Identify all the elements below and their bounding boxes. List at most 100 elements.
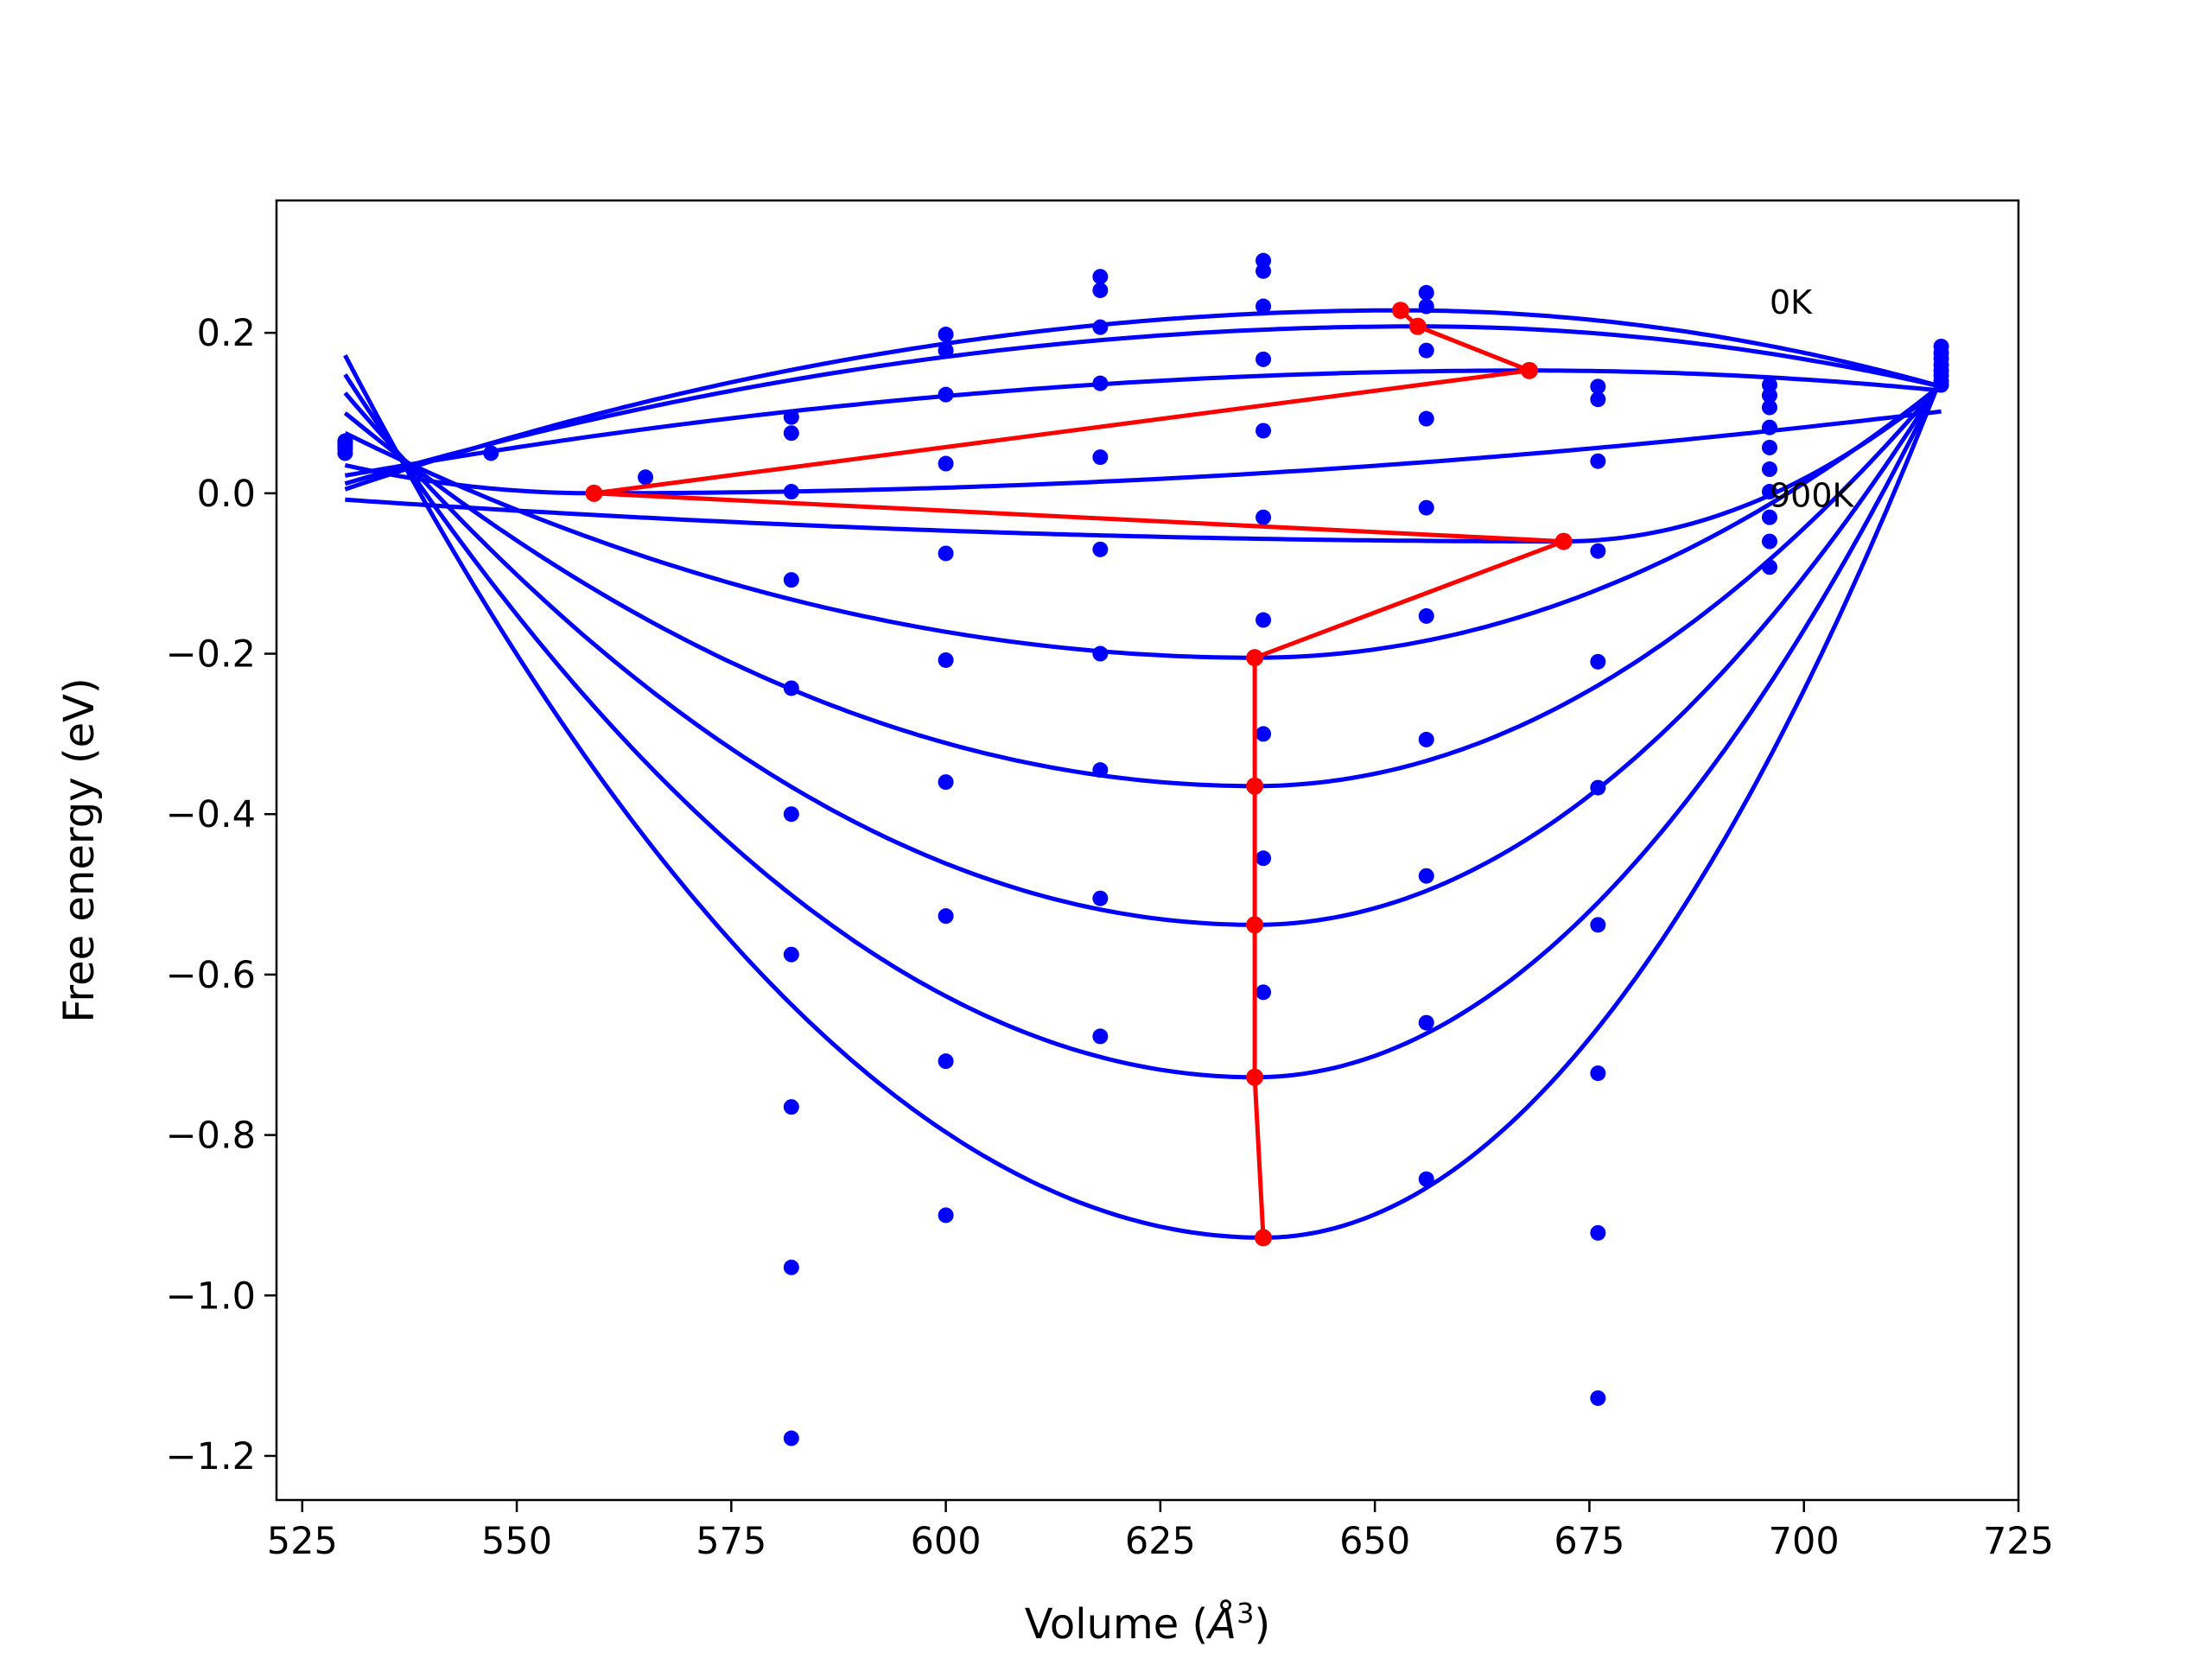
data-point-7-5 xyxy=(1418,607,1434,624)
data-point-4-3 xyxy=(938,455,954,472)
data-point-4-6 xyxy=(938,774,954,791)
fit-curve-1 xyxy=(344,324,1942,486)
data-point-7-0 xyxy=(1418,284,1434,301)
equilibrium-point-8 xyxy=(1246,1068,1264,1086)
plot-frame xyxy=(275,199,2020,1502)
data-point-3-3 xyxy=(783,572,799,588)
data-point-7-1 xyxy=(1418,298,1434,315)
data-point-6-1 xyxy=(1255,263,1272,279)
data-point-5-9 xyxy=(1092,1028,1109,1045)
data-point-5-7 xyxy=(1092,762,1109,779)
data-point-8-6 xyxy=(1590,917,1606,933)
data-point-7-7 xyxy=(1418,868,1434,884)
x-axis-label: Volume (Å3) xyxy=(1025,1597,1270,1649)
equilibrium-line xyxy=(594,308,1565,1238)
annotations: 0K 900K xyxy=(1770,283,1855,515)
data-point-5-4 xyxy=(1092,449,1109,466)
data-point-3-7 xyxy=(783,1099,799,1116)
data-point-8-4 xyxy=(1590,653,1606,670)
data-points xyxy=(337,252,1949,1446)
data-point-5-6 xyxy=(1092,645,1109,662)
data-point-9-1 xyxy=(1762,387,1777,404)
data-point-5-1 xyxy=(1092,282,1109,298)
equilibrium-point-6 xyxy=(1246,777,1264,795)
x-tick-label-1: 550 xyxy=(481,1520,552,1563)
y-tick-label-3: −0.4 xyxy=(166,793,256,836)
data-point-4-0 xyxy=(938,327,954,343)
data-point-9-9 xyxy=(1762,559,1777,575)
data-point-3-2 xyxy=(783,484,799,500)
fit-curve-2 xyxy=(344,368,1942,478)
fit-curve-4 xyxy=(345,385,1943,544)
y-tick-label-5: −0.8 xyxy=(166,1115,256,1158)
data-point-9-2 xyxy=(1762,399,1777,416)
x-tick-label-0: 525 xyxy=(267,1520,338,1563)
data-point-4-7 xyxy=(938,908,954,925)
equilibrium-point-3 xyxy=(585,484,603,502)
data-point-4-1 xyxy=(938,342,954,359)
x-tick-label-4: 625 xyxy=(1125,1520,1196,1563)
y-axis-ticks: 0.2 0.0 −0.2 −0.4 −0.6 −0.8 −1.0 −1.2 xyxy=(166,312,276,1478)
data-point-9-8 xyxy=(1762,533,1777,550)
data-point-9-3 xyxy=(1762,419,1777,435)
fit-curve-7 xyxy=(343,379,1943,927)
data-point-10-7 xyxy=(1933,377,1949,393)
data-point-3-9 xyxy=(783,1430,799,1446)
data-point-3-8 xyxy=(783,1259,799,1275)
data-point-4-8 xyxy=(938,1053,954,1070)
data-point-6-7 xyxy=(1255,726,1272,742)
data-point-8-3 xyxy=(1590,543,1606,559)
data-point-6-3 xyxy=(1255,351,1272,367)
fit-curve-8 xyxy=(343,373,1943,1080)
data-point-6-9 xyxy=(1255,984,1272,1001)
data-point-7-3 xyxy=(1418,410,1434,427)
y-tick-label-2: −0.2 xyxy=(166,633,256,677)
fit-curve-6 xyxy=(343,382,1943,789)
data-point-4-5 xyxy=(938,652,954,668)
data-point-8-2 xyxy=(1590,453,1606,469)
x-tick-label-3: 600 xyxy=(911,1520,982,1563)
equilibrium-point-4 xyxy=(1554,532,1573,550)
data-point-8-7 xyxy=(1590,1065,1606,1082)
data-point-0-4 xyxy=(337,433,353,449)
equilibrium-point-0 xyxy=(1391,302,1409,320)
data-point-9-7 xyxy=(1762,509,1777,525)
data-point-3-0 xyxy=(783,409,799,425)
x-axis-ticks: 525 550 575 600 625 650 675 700 725 xyxy=(267,1500,2054,1563)
data-point-8-1 xyxy=(1590,391,1606,408)
x-tick-label-2: 575 xyxy=(696,1520,766,1563)
data-point-7-6 xyxy=(1418,731,1434,747)
equilibrium-path xyxy=(585,302,1573,1247)
data-point-9-4 xyxy=(1762,439,1777,455)
data-point-7-2 xyxy=(1418,342,1434,359)
data-point-3-1 xyxy=(783,425,799,442)
x-tick-label-7: 700 xyxy=(1769,1520,1840,1563)
data-point-9-5 xyxy=(1762,461,1777,478)
equilibrium-point-9 xyxy=(1255,1229,1273,1247)
data-point-6-5 xyxy=(1255,509,1272,525)
annotation-0: 0K xyxy=(1770,283,1813,321)
data-point-8-0 xyxy=(1590,378,1606,395)
equilibrium-point-1 xyxy=(1408,317,1427,335)
data-point-8-9 xyxy=(1590,1390,1606,1407)
data-point-1-0 xyxy=(483,445,499,461)
x-tick-label-6: 675 xyxy=(1554,1520,1624,1563)
y-axis-label: Free energy (eV) xyxy=(55,677,104,1022)
data-point-9-6 xyxy=(1762,484,1777,500)
data-point-7-4 xyxy=(1418,499,1434,516)
x-tick-label-5: 650 xyxy=(1339,1520,1410,1563)
data-point-7-9 xyxy=(1418,1171,1434,1187)
data-point-6-6 xyxy=(1255,612,1272,628)
y-tick-label-0: 0.2 xyxy=(197,312,256,355)
y-tick-label-4: −0.6 xyxy=(166,954,256,997)
fit-curve-0 xyxy=(344,308,1942,492)
data-point-6-8 xyxy=(1255,850,1272,867)
data-point-3-6 xyxy=(783,946,799,963)
fit-curves xyxy=(343,308,1943,1240)
data-point-6-4 xyxy=(1255,423,1272,439)
data-point-5-0 xyxy=(1092,269,1109,285)
data-point-6-2 xyxy=(1255,298,1272,315)
data-point-4-2 xyxy=(938,386,954,403)
